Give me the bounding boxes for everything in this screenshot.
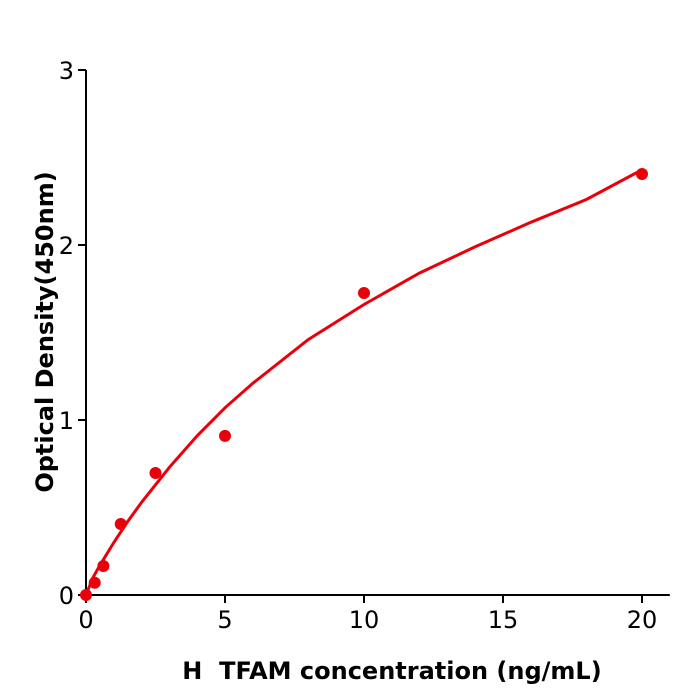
data-point: [114, 517, 127, 530]
data-point: [219, 429, 231, 442]
y-tick-label: 0: [59, 582, 74, 610]
data-point: [80, 589, 92, 601]
data-point: [636, 167, 648, 180]
fit-curve: [84, 168, 643, 596]
data-point: [97, 559, 110, 572]
x-axis-label: H TFAM concentration (ng/mL): [182, 657, 601, 685]
data-point: [149, 467, 162, 480]
data-point: [358, 286, 370, 299]
y-tick-label: 1: [59, 407, 74, 435]
data-points: [80, 167, 648, 601]
y-tick-label: 3: [59, 57, 74, 85]
axes: 0 5 10 15 20 0 1 2 3: [59, 57, 670, 634]
x-tick-label: 5: [217, 606, 232, 634]
x-tick-label: 0: [78, 606, 93, 634]
y-tick-label: 2: [59, 232, 74, 260]
x-tick-label: 10: [349, 606, 380, 634]
x-tick-label: 15: [488, 606, 519, 634]
y-axis-label: Optical Density(450nm): [31, 171, 59, 492]
x-tick-label: 20: [627, 606, 658, 634]
data-point: [88, 576, 101, 589]
